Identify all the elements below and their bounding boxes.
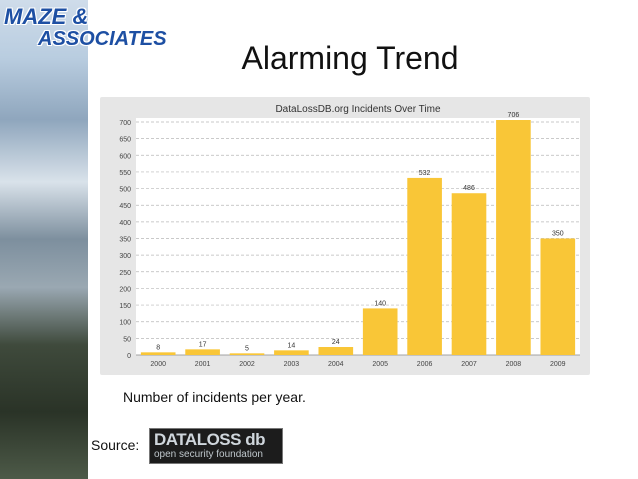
y-tick-label: 400 [119, 220, 131, 227]
data-label-2000: 8 [156, 344, 160, 351]
data-label-2005: 140 [374, 300, 386, 307]
x-tick-label-2001: 2001 [195, 361, 211, 368]
y-tick-label: 450 [119, 203, 131, 210]
logo-line-1: MAZE & [4, 4, 89, 29]
bar-2001 [185, 349, 220, 355]
mountain-background-image [0, 0, 88, 479]
bar-2000 [140, 352, 176, 355]
bar-2008 [496, 120, 531, 355]
y-tick-label: 550 [119, 170, 131, 177]
x-tick-label-2008: 2008 [506, 361, 522, 368]
data-label-2001: 17 [199, 341, 207, 348]
maze-associates-logo: MAZE & ASSOCIATES [0, 0, 170, 60]
y-tick-label: 300 [119, 253, 131, 260]
bar-2003 [274, 350, 309, 355]
x-tick-label-2006: 2006 [417, 361, 433, 368]
bar-2005 [362, 308, 398, 355]
y-tick-label: 100 [119, 320, 131, 327]
chart-caption: Number of incidents per year. [123, 389, 306, 405]
logo-line-2: ASSOCIATES [38, 28, 167, 50]
y-tick-label: 700 [119, 120, 131, 127]
bar-2007 [451, 193, 487, 355]
bar-2004 [318, 347, 354, 355]
data-label-2009: 350 [552, 231, 564, 238]
x-tick-label-2009: 2009 [550, 361, 566, 368]
x-tick-label-2000: 2000 [150, 361, 166, 368]
bar-2002 [229, 353, 265, 355]
data-label-2006: 532 [419, 170, 431, 177]
data-label-2007: 486 [463, 185, 475, 192]
source-logo-bottom: open security foundation [154, 449, 263, 460]
source-logo-top: DATALOSS db [154, 430, 265, 449]
y-tick-label: 350 [119, 237, 131, 244]
bar-2006 [407, 177, 442, 355]
y-tick-label: 650 [119, 137, 131, 144]
y-tick-label: 600 [119, 153, 131, 160]
x-tick-label-2002: 2002 [239, 361, 255, 368]
x-tick-label-2004: 2004 [328, 361, 344, 368]
data-label-2002: 5 [245, 345, 249, 352]
data-label-2004: 24 [332, 339, 340, 346]
chart-container: DataLossDB.org Incidents Over Time 0 50 100… [100, 97, 590, 375]
bar-2009 [540, 238, 576, 355]
x-tick-label-2005: 2005 [372, 361, 388, 368]
dataloss-db-logo: DATALOSS db open security foundation [149, 428, 283, 464]
y-tick-label: 50 [123, 336, 131, 343]
y-tick-label: 500 [119, 187, 131, 194]
y-tick-label: 250 [119, 270, 131, 277]
x-tick-label-2003: 2003 [284, 361, 300, 368]
slide-title: Alarming Trend [241, 40, 459, 76]
bar-chart: DataLossDB.org Incidents Over Time 0 50 100… [119, 104, 580, 368]
y-tick-label: 150 [119, 303, 131, 310]
data-label-2003: 14 [288, 342, 296, 349]
data-label-2008: 706 [508, 112, 520, 119]
source-label: Source: [91, 437, 140, 453]
y-tick-label: 200 [119, 286, 131, 293]
x-tick-label-2007: 2007 [461, 361, 477, 368]
y-tick-label: 0 [127, 353, 131, 360]
chart-title: DataLossDB.org Incidents Over Time [275, 104, 441, 115]
